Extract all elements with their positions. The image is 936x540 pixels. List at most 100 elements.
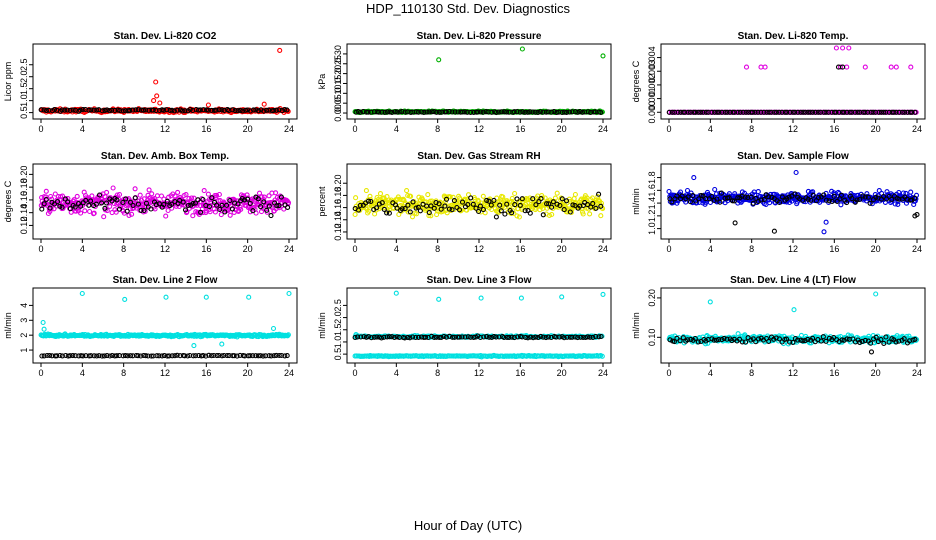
data-point: [501, 334, 507, 341]
data-point: [413, 211, 420, 217]
data-point: [593, 205, 599, 211]
data-point: [368, 335, 374, 341]
x-tick-label: 12: [788, 244, 798, 254]
data-point: [261, 101, 267, 107]
y-tick-label: 2.5: [333, 299, 343, 312]
data-point: [750, 109, 756, 115]
data-point: [680, 335, 686, 341]
data-point: [714, 109, 720, 115]
data-point: [667, 337, 673, 343]
plot-panel-8: Stan. Dev. Line 3 Flow 0 4 8 12 16 20 24 0.51.01…: [317, 275, 612, 378]
data-point: [912, 336, 918, 342]
data-point: [893, 64, 899, 70]
data-point: [497, 202, 503, 208]
data-point: [201, 188, 207, 194]
x-axis-label: Hour of Day (UTC): [413, 518, 523, 533]
data-point: [91, 107, 97, 113]
data-point: [855, 109, 861, 115]
y-tick-label: 2: [19, 333, 29, 338]
data-point: [784, 109, 790, 115]
data-point: [376, 109, 382, 115]
data-point: [585, 334, 591, 340]
data-point: [433, 109, 440, 115]
x-tick-label: 8: [435, 244, 440, 254]
data-point: [849, 196, 855, 202]
data-point: [548, 334, 554, 341]
data-point: [533, 202, 539, 208]
data-point: [561, 335, 567, 341]
data-point: [224, 202, 230, 208]
data-point: [514, 213, 520, 219]
data-point: [211, 107, 217, 113]
data-point: [216, 107, 222, 113]
data-point: [372, 211, 378, 217]
data-point: [782, 109, 788, 115]
data-point: [137, 192, 143, 198]
data-point: [517, 109, 523, 115]
data-point: [237, 352, 243, 358]
data-point: [567, 109, 573, 115]
data-point: [438, 334, 444, 341]
x-tick-label: 16: [515, 124, 525, 134]
data-point: [551, 109, 557, 115]
data-point: [449, 334, 456, 340]
data-point: [378, 335, 385, 341]
data-point: [862, 109, 868, 115]
data-point: [136, 198, 142, 204]
data-point: [758, 197, 764, 203]
data-point: [44, 352, 50, 359]
x-tick-label: 8: [749, 368, 754, 378]
data-point: [436, 201, 442, 207]
data-point: [561, 207, 567, 213]
data-point: [899, 109, 906, 115]
data-point: [567, 334, 573, 340]
data-point: [834, 196, 841, 202]
data-point: [666, 188, 672, 195]
data-point: [166, 353, 172, 359]
data-point: [859, 338, 865, 344]
data-point: [729, 198, 736, 204]
data-point: [514, 109, 520, 115]
data-point: [363, 109, 369, 115]
data-point: [212, 209, 218, 215]
data-point: [192, 200, 198, 206]
data-point: [596, 191, 602, 197]
data-point: [552, 195, 558, 201]
data-point: [666, 109, 672, 115]
data-point: [556, 109, 562, 115]
data-point: [691, 109, 697, 115]
data-point: [600, 53, 606, 59]
data-point: [159, 353, 165, 359]
data-point: [857, 339, 863, 345]
data-point: [120, 199, 126, 206]
plot-frame: [346, 43, 612, 120]
data-point: [185, 202, 191, 209]
data-point: [441, 333, 447, 340]
data-point: [481, 334, 487, 340]
data-point: [415, 334, 422, 340]
data-point: [468, 334, 474, 340]
data-point: [127, 199, 134, 205]
data-point: [480, 193, 486, 199]
data-point: [413, 109, 419, 115]
data-point: [417, 208, 423, 214]
data-point: [886, 339, 892, 345]
data-point: [449, 207, 455, 213]
x-tick-label: 12: [474, 368, 484, 378]
data-point: [464, 109, 470, 115]
data-point: [423, 334, 429, 340]
x-tick-label: 20: [557, 368, 567, 378]
data-point: [394, 205, 400, 211]
y-axis-label: ml/min: [631, 188, 641, 215]
data-point: [540, 109, 546, 115]
data-point: [384, 210, 390, 216]
data-point: [504, 109, 510, 115]
data-point: [143, 107, 149, 113]
data-point: [255, 196, 261, 202]
data-point: [260, 353, 266, 359]
x-tick-label: 8: [749, 124, 754, 134]
data-point: [80, 353, 86, 359]
data-point: [161, 196, 167, 202]
data-point: [896, 196, 902, 202]
y-tick-label: 0.16: [19, 191, 29, 209]
